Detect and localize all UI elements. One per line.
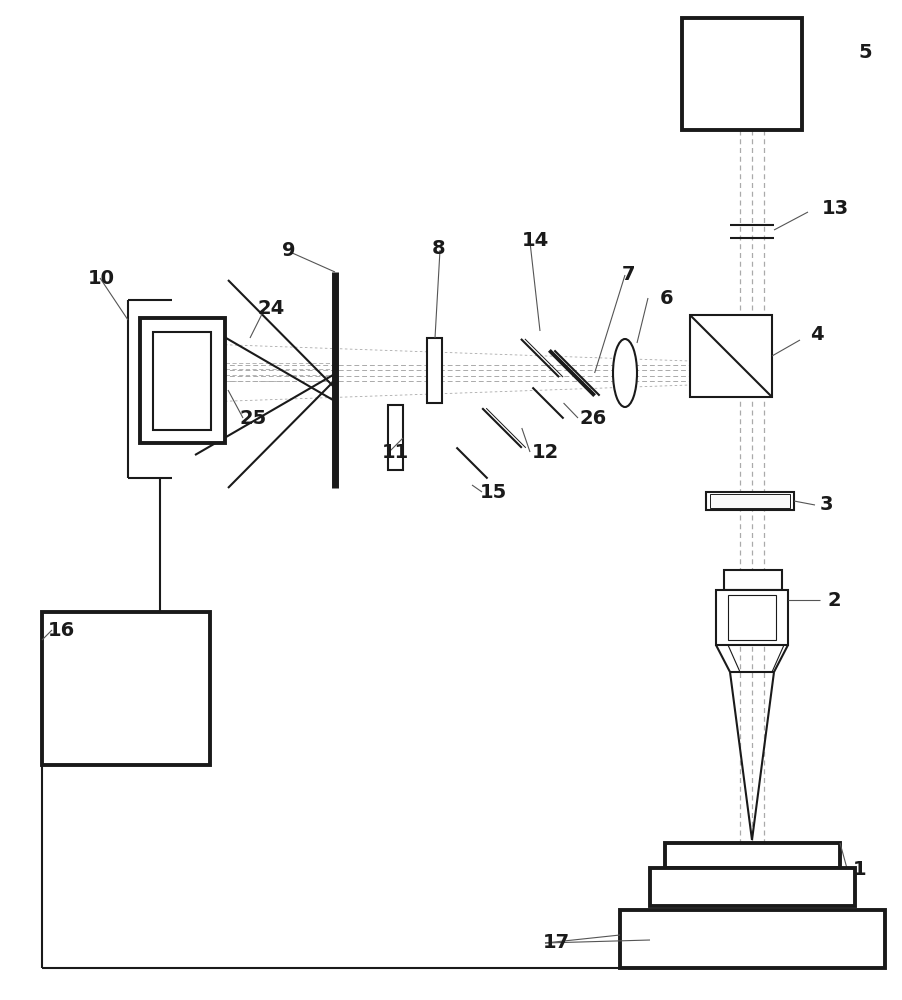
Text: 6: 6 — [659, 288, 673, 308]
Bar — [689, 315, 771, 397]
Text: 10: 10 — [87, 268, 115, 288]
Bar — [427, 338, 441, 403]
Text: 14: 14 — [521, 231, 548, 249]
Text: 16: 16 — [48, 620, 75, 640]
Bar — [705, 492, 793, 510]
Bar — [649, 868, 854, 906]
Bar — [664, 843, 839, 868]
Bar — [140, 318, 225, 443]
Text: 17: 17 — [542, 933, 569, 952]
Text: 7: 7 — [621, 265, 635, 284]
Bar — [723, 570, 781, 590]
Bar — [620, 910, 884, 968]
Text: 15: 15 — [480, 483, 507, 502]
Bar — [681, 18, 801, 130]
Bar — [715, 590, 787, 645]
Text: 9: 9 — [281, 240, 295, 259]
Text: 8: 8 — [431, 238, 445, 257]
Text: 24: 24 — [258, 298, 285, 318]
Text: 11: 11 — [382, 444, 409, 462]
Text: 26: 26 — [579, 408, 606, 428]
Text: 25: 25 — [240, 408, 267, 428]
Text: 13: 13 — [821, 199, 848, 218]
Text: 3: 3 — [819, 495, 833, 514]
Bar — [709, 494, 789, 508]
Text: 12: 12 — [531, 442, 558, 462]
Bar — [388, 405, 402, 470]
Ellipse shape — [612, 339, 636, 407]
Text: 5: 5 — [857, 43, 870, 62]
Text: 4: 4 — [809, 326, 823, 344]
Bar — [42, 612, 210, 765]
Bar — [727, 595, 775, 640]
Text: 1: 1 — [852, 860, 866, 880]
Bar — [152, 332, 211, 430]
Text: 2: 2 — [827, 590, 841, 609]
